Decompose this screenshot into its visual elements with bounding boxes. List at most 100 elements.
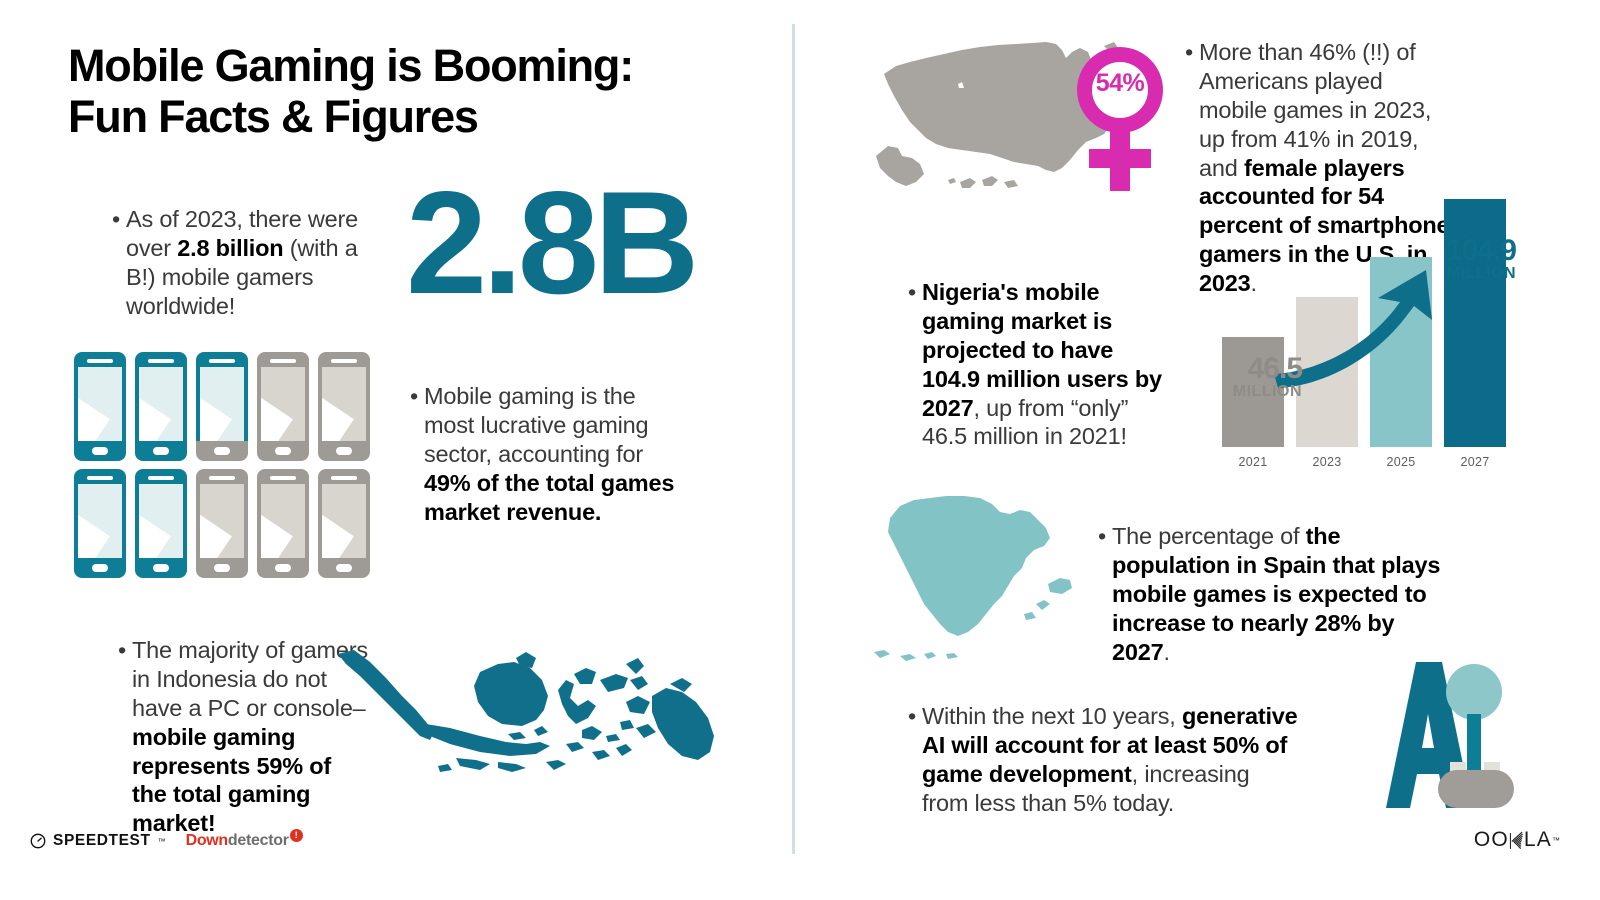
growth-arrow-icon <box>1274 270 1432 388</box>
chart-label-46-5-value: 46.5 <box>1247 352 1303 385</box>
chart-bar-2021 <box>1222 337 1284 447</box>
speedometer-icon <box>30 833 46 849</box>
phone-row-2 <box>74 469 384 578</box>
phone-speaker <box>331 359 357 363</box>
fact-gamers-part2: (with a B!) mobile gamers worldwide! <box>126 234 358 319</box>
phone-home-button <box>336 447 352 455</box>
fact-revenue-bold: 49% of the total games market revenue. <box>424 469 675 525</box>
phone-screen <box>200 484 244 558</box>
fact-indonesia: • The majority of gamers in Indonesia do… <box>118 636 368 838</box>
fact-indonesia-part1: The majority of gamers in Indonesia do n… <box>132 637 368 721</box>
bullet-icon: • <box>1185 39 1194 65</box>
phone-home-button <box>336 564 352 572</box>
phone-icon <box>135 352 187 461</box>
chart-xtick-2027: 2027 <box>1460 455 1490 469</box>
indonesia-map <box>338 650 714 772</box>
speedtest-trademark: ™ <box>157 836 166 846</box>
phone-speaker <box>331 476 357 480</box>
bullet-icon: • <box>112 206 121 232</box>
fact-spain: • The percentage of the population in Sp… <box>1098 522 1458 666</box>
phone-home-button <box>214 564 230 572</box>
phone-screen <box>322 367 366 441</box>
phone-icon-inactive <box>318 352 370 461</box>
chart-bar-2027 <box>1444 199 1506 447</box>
phone-speaker <box>148 359 174 363</box>
fact-revenue-part1: Mobile gaming is the most lucrative gami… <box>424 383 649 467</box>
chart-label-104-9-value: 104.9 <box>1445 234 1517 267</box>
fact-nigeria-text: Nigeria's mobile gaming market is projec… <box>908 278 1170 451</box>
bullet-icon: • <box>410 383 419 409</box>
chart-label-104-9-unit: MILLION <box>1446 265 1516 282</box>
phone-screen <box>139 367 183 441</box>
ookla-wordmark-part2: LA <box>1523 828 1552 851</box>
fact-nigeria: • Nigeria's mobile gaming market is proj… <box>908 278 1170 451</box>
phone-screen <box>261 484 305 558</box>
phone-speaker <box>209 359 235 363</box>
phone-pictogram-49-percent <box>74 352 384 586</box>
phone-screen <box>78 367 122 441</box>
downdetector-logo: Downdetector! <box>185 829 303 850</box>
fact-usa-part2: . <box>1250 270 1257 297</box>
bullet-icon: • <box>1098 523 1107 549</box>
fact-revenue-text: Mobile gaming is the most lucrative gami… <box>410 382 678 526</box>
fact-spain-part2: . <box>1163 638 1170 665</box>
joystick-shaft <box>1467 714 1481 772</box>
phone-screen <box>261 367 305 441</box>
phone-home-button <box>153 447 169 455</box>
female-badge-percent: 54% <box>1095 69 1145 97</box>
ookla-wordmark-part1: OO <box>1473 828 1509 851</box>
chart-xtick-2025: 2025 <box>1386 455 1416 469</box>
chart-xtick-2023: 2023 <box>1312 455 1342 469</box>
ookla-trademark: ™ <box>1552 835 1560 845</box>
phone-icon-partial <box>196 352 248 461</box>
joystick-base <box>1438 770 1514 808</box>
phone-speaker <box>87 476 113 480</box>
female-gamers-badge: 54% <box>1075 45 1180 195</box>
fact-gamers-text: As of 2023, there were over 2.8 billion … <box>112 205 372 321</box>
fact-indonesia-bold: mobile gaming represents 59% of the tota… <box>132 723 332 837</box>
phone-screen <box>78 484 122 558</box>
spain-map <box>874 496 1072 661</box>
phone-speaker <box>209 476 235 480</box>
phone-home-button <box>275 447 291 455</box>
title-line-2: Fun Facts & Figures <box>68 91 479 143</box>
joystick-ball <box>1446 664 1502 720</box>
phone-home-button <box>214 447 230 455</box>
phone-speaker <box>87 359 113 363</box>
title-line-1: Mobile Gaming is Booming: <box>68 40 634 91</box>
chart-label-46-5-million: 46.5 MILLION <box>1216 352 1303 400</box>
fact-ai-part1: Within the next 10 years, <box>922 703 1182 729</box>
fact-nigeria-bold: Nigeria's mobile gaming market is projec… <box>922 279 1162 421</box>
phone-speaker <box>148 476 174 480</box>
fact-ai-text: Within the next 10 years, generative AI … <box>908 702 1298 818</box>
fact-gamers-worldwide: • As of 2023, there were over 2.8 billio… <box>112 205 372 321</box>
page-title: Mobile Gaming is Booming: Fun Facts & Fi… <box>68 40 748 143</box>
downdetector-alert-badge: ! <box>289 829 303 842</box>
phone-icon-inactive <box>257 352 309 461</box>
phone-screen <box>322 484 366 558</box>
chart-xtick-2021: 2021 <box>1238 455 1268 469</box>
phone-home-button <box>92 447 108 455</box>
fact-market-revenue: • Mobile gaming is the most lucrative ga… <box>410 382 678 526</box>
female-symbol-icon <box>1077 47 1163 191</box>
fact-ai-part2: , increasing from less than 5% today. <box>922 760 1250 816</box>
chart-label-46-5-unit: MILLION <box>1232 383 1302 400</box>
ookla-k-glyph <box>1509 831 1523 849</box>
phone-home-button <box>153 564 169 572</box>
phone-icon-inactive <box>318 469 370 578</box>
phone-home-button <box>275 564 291 572</box>
ookla-logo: OO LA ™ <box>1474 828 1560 852</box>
fact-spain-text: The percentage of the population in Spai… <box>1098 522 1458 666</box>
speedtest-logo: SPEEDTEST ™ <box>30 832 166 850</box>
phone-home-button <box>92 564 108 572</box>
phone-row-1 <box>74 352 384 461</box>
fact-gamers-bold: 2.8 billion <box>177 234 284 261</box>
fact-usa-players: • More than 46% (!!) of Americans played… <box>1185 38 1453 298</box>
phone-screen <box>200 367 244 441</box>
downdetector-down: Down <box>185 832 229 849</box>
chart-label-104-9-million: 104.9 MILLION <box>1424 234 1517 282</box>
footer-logos: SPEEDTEST ™ Downdetector! <box>30 829 303 850</box>
phone-speaker <box>270 359 296 363</box>
phone-speaker <box>270 476 296 480</box>
phone-icon <box>74 352 126 461</box>
